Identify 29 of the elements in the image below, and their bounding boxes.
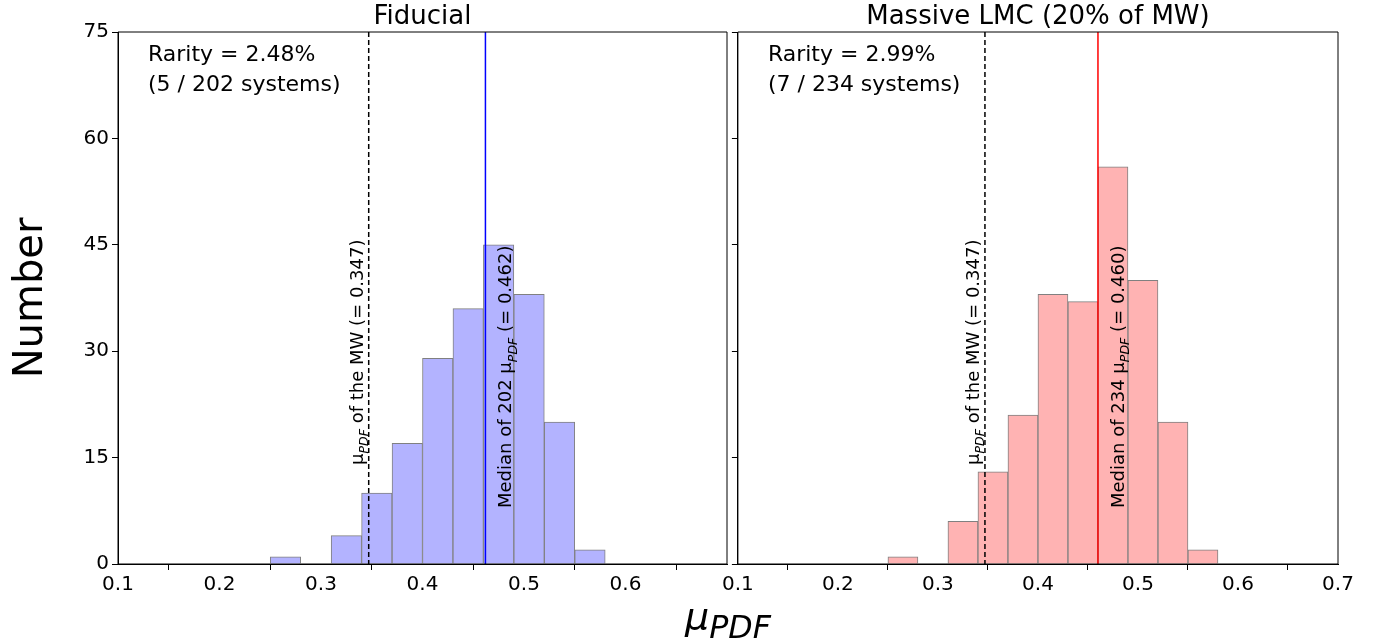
chart-title: Massive LMC (20% of MW) xyxy=(866,0,1210,30)
y-axis-title: Number xyxy=(5,217,51,379)
x-tick-label: 0.7 xyxy=(1322,571,1354,596)
x-tick-label: 0.3 xyxy=(305,571,337,596)
ref-line-label: Median of 202 μPDF (= 0.462) xyxy=(494,245,520,508)
x-tick-label: 0.2 xyxy=(822,571,854,596)
annotation: (5 / 202 systems) xyxy=(148,70,341,96)
x-tick-label: 0.4 xyxy=(1022,571,1054,596)
y-tick-label: 60 xyxy=(83,124,109,149)
y-tick-label: 15 xyxy=(83,443,109,468)
annotation: Rarity = 2.99% xyxy=(767,40,936,66)
ref-line-label: μPDF of the MW (= 0.347) xyxy=(961,239,988,465)
x-tick-label: 0.6 xyxy=(1222,571,1254,596)
annotation: (7 / 234 systems) xyxy=(767,70,961,96)
x-tick-label: 0.4 xyxy=(406,571,439,596)
y-tick-label: 75 xyxy=(83,18,109,43)
x-tick-label: 0.3 xyxy=(922,571,954,596)
x-tick-label: 0.5 xyxy=(1122,571,1154,596)
x-axis-title: μ$_{PDF}$ xyxy=(685,594,771,644)
x-tick-label: 0.1 xyxy=(722,571,754,596)
ref-line-label: Median of 234 μPDF (= 0.460) xyxy=(1106,245,1133,508)
x-tick-label: 0.2 xyxy=(203,571,236,596)
x-tick-label: 0.5 xyxy=(508,571,540,596)
y-tick-label: 30 xyxy=(83,337,109,362)
y-tick-label: 45 xyxy=(83,231,109,255)
x-tick-label: 0.6 xyxy=(609,571,642,596)
ref-line-label: μPDF of the MW (= 0.347) xyxy=(345,239,372,465)
annotation: Rarity = 2.48% xyxy=(148,40,316,66)
chart-title: Fiducial xyxy=(373,0,472,30)
